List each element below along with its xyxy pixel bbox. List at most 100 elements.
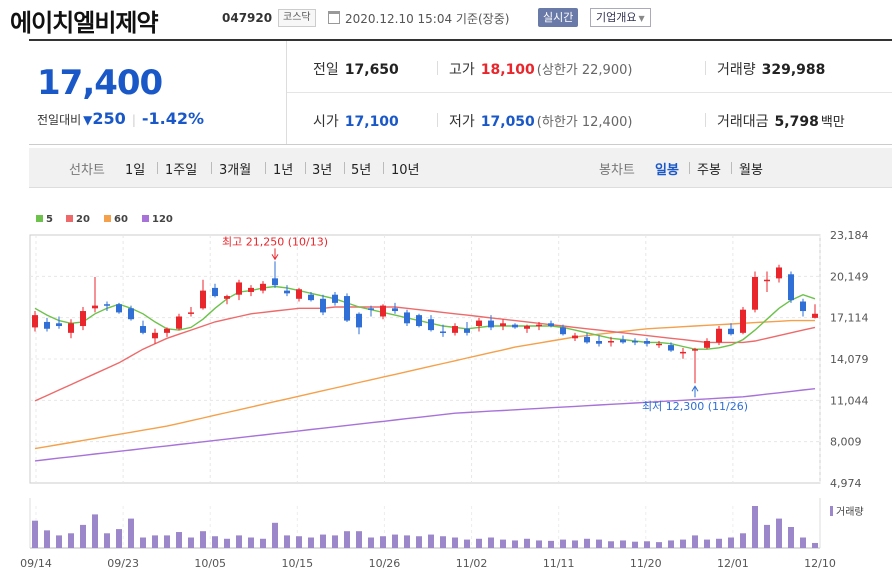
volume-bar: [740, 533, 746, 548]
volume-bar: [716, 538, 722, 548]
divider: [437, 61, 438, 75]
period-3m[interactable]: 3개월: [219, 163, 252, 178]
candle-body: [332, 294, 338, 303]
candle-body: [464, 328, 470, 333]
divider: [265, 162, 266, 174]
legend-swatch: [142, 215, 149, 222]
candle-body: [368, 308, 374, 310]
down-triangle-icon: ▼: [83, 113, 93, 127]
line-chart-label: 선차트: [69, 163, 105, 178]
y-tick-label: 20,149: [830, 270, 869, 283]
candle-body: [668, 345, 674, 351]
volume-bar: [728, 537, 734, 548]
candle-body: [308, 294, 314, 301]
candle-daily[interactable]: 일봉: [655, 163, 679, 178]
period-5y[interactable]: 5년: [351, 163, 372, 178]
volume-value: 329,988: [761, 62, 826, 78]
divider: [705, 113, 706, 127]
candle-body: [764, 279, 770, 282]
change-amount: 250: [92, 109, 126, 128]
y-tick-label: 23,184: [830, 229, 869, 242]
x-tick-label: 10/26: [369, 557, 401, 570]
candle-body: [380, 305, 386, 317]
candle-weekly[interactable]: 주봉: [697, 163, 721, 178]
low-value: 17,050: [480, 114, 535, 130]
candle-body: [788, 274, 794, 301]
high-label: 고가: [449, 62, 475, 78]
low-arrow-head: [691, 385, 699, 392]
legend-label: 60: [114, 214, 128, 225]
lower-limit: (하한가 12,400): [536, 115, 633, 130]
volume-bar: [656, 542, 662, 548]
volume-bar: [380, 536, 386, 548]
candle-body: [128, 308, 134, 320]
candle-body: [224, 296, 230, 299]
volume-bar: [68, 533, 74, 548]
company-overview-button[interactable]: 기업개요 ▼: [590, 8, 651, 27]
candle-body: [524, 326, 530, 329]
period-1d[interactable]: 1일: [125, 163, 146, 178]
volume-bar: [332, 535, 338, 548]
volume-bar: [344, 531, 350, 548]
volume-bar: [476, 538, 482, 548]
candle-body: [476, 320, 482, 327]
change-label: 전일대비: [37, 113, 82, 127]
volume-legend-label: 거래량: [836, 506, 864, 518]
candle-body: [212, 287, 218, 297]
candle-body: [620, 339, 626, 343]
prev-close-value: 17,650: [344, 62, 399, 78]
volume-bar: [488, 537, 494, 548]
amount-unit: 백만: [820, 115, 845, 130]
volume-bar: [800, 537, 806, 548]
candle-monthly[interactable]: 월봉: [739, 163, 763, 178]
volume-bar: [452, 537, 458, 548]
volume-bar: [524, 538, 530, 548]
x-tick-label: 12/10: [804, 557, 836, 570]
candle-body: [92, 305, 98, 309]
period-1y[interactable]: 1년: [273, 163, 294, 178]
company-overview-label: 기업개요: [596, 11, 637, 24]
volume-bar: [620, 540, 626, 548]
y-tick-label: 11,044: [830, 394, 869, 407]
legend-swatch: [66, 215, 73, 222]
y-tick-label: 8,009: [830, 436, 862, 449]
volume-bar: [236, 535, 242, 548]
candle-body: [800, 301, 806, 312]
amount-stat: 거래대금 5,798 백만: [717, 111, 845, 131]
high-annotation: 최고 21,250 (10/13): [222, 235, 328, 248]
divider: [305, 162, 306, 174]
prev-close-stat: 전일 17,650: [313, 59, 399, 79]
candle-body: [776, 267, 782, 279]
volume-bar: [572, 540, 578, 548]
volume-bar: [392, 534, 398, 548]
period-10y[interactable]: 10년: [391, 163, 420, 178]
volume-bar: [284, 535, 290, 548]
realtime-button[interactable]: 실시간: [538, 8, 579, 27]
candle-body: [296, 289, 302, 299]
x-tick-label: 10/15: [281, 557, 313, 570]
candle-body: [680, 351, 686, 354]
volume-bar: [812, 542, 818, 548]
divider: [211, 162, 212, 174]
stats-row-2: 시가 17,100 저가 17,050 (하한가 12,400) 거래대금 5,798 백…: [287, 93, 892, 145]
candle-body: [716, 328, 722, 343]
candle-body: [644, 341, 650, 344]
volume-bar: [692, 535, 698, 548]
candle-body: [164, 328, 170, 333]
candle-body: [452, 326, 458, 333]
period-3y[interactable]: 3년: [312, 163, 333, 178]
candle-body: [512, 324, 518, 328]
candle-body: [104, 304, 110, 306]
low-label: 저가: [449, 114, 475, 130]
candle-body: [32, 315, 38, 328]
candle-body: [656, 343, 662, 346]
volume-bar: [56, 535, 62, 548]
candle-body: [44, 321, 50, 329]
ma120-line: [34, 388, 816, 462]
open-stat: 시가 17,100: [313, 111, 399, 131]
volume-bar: [44, 530, 50, 548]
x-tick-label: 11/02: [456, 557, 488, 570]
volume-stat: 거래량 329,988: [717, 59, 825, 79]
volume-bar: [296, 536, 302, 548]
period-1w[interactable]: 1주일: [165, 163, 198, 178]
